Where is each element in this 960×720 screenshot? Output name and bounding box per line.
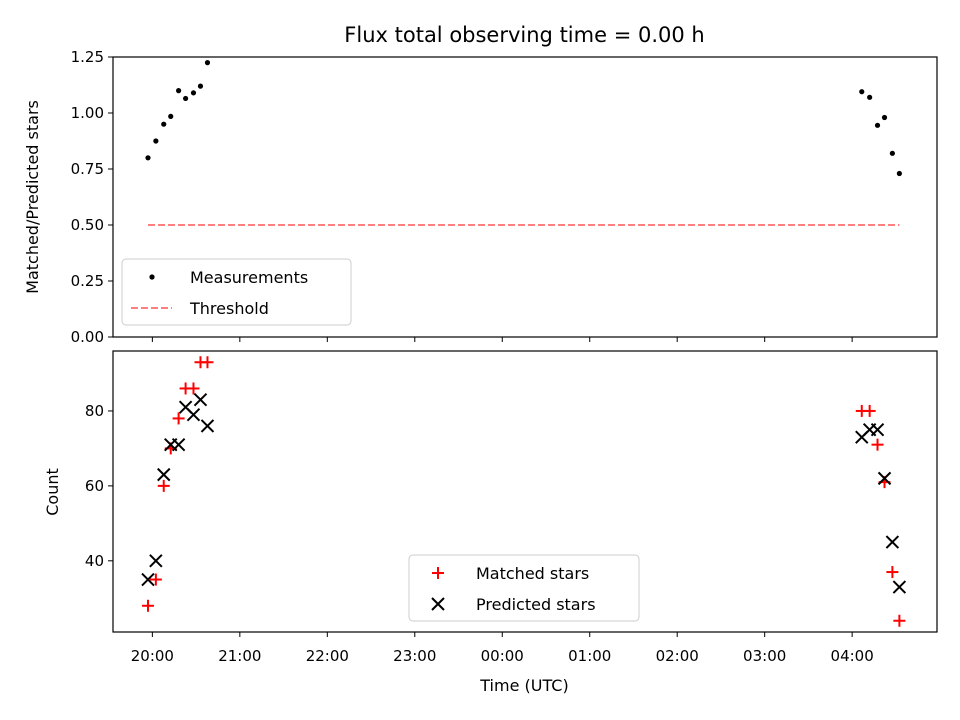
x-tick-label: 02:00 <box>656 647 699 665</box>
x-tick-label: 21:00 <box>218 647 261 665</box>
measurements-point <box>176 88 182 94</box>
chart-title: Flux total observing time = 0.00 h <box>344 23 704 47</box>
measurements-point <box>896 170 902 177</box>
predicted-stars-point <box>870 422 885 437</box>
predicted-stars-point <box>877 471 892 486</box>
legend-threshold-label: Threshold <box>189 299 269 318</box>
ratio-y-axis-label: Matched/Predicted stars <box>23 100 42 294</box>
x-tick-label: 22:00 <box>306 647 349 665</box>
y-tick-label: 1.00 <box>71 104 104 122</box>
measurements-point <box>183 95 189 102</box>
measurements-point <box>145 155 151 161</box>
x-tick-label: 03:00 <box>743 647 786 665</box>
predicted-stars-point <box>157 467 171 482</box>
y-tick-label: 0.00 <box>71 328 104 346</box>
matched-stars-point <box>157 479 170 492</box>
ratio-plot-frame <box>112 56 938 338</box>
x-tick-label: 23:00 <box>393 647 436 665</box>
matched-stars-point <box>863 404 876 417</box>
legend-matched-marker <box>432 567 444 579</box>
measurements-point <box>190 90 197 96</box>
matched-stars-point <box>187 382 200 395</box>
predicted-stars-point <box>149 554 163 568</box>
y-tick-label: 80 <box>85 402 104 420</box>
y-tick-label: 0.50 <box>71 216 104 234</box>
measurements-point <box>197 83 204 89</box>
matched-stars-point <box>201 356 214 369</box>
x-tick-label: 20:00 <box>131 647 174 665</box>
measurements-point <box>881 114 888 121</box>
measurements-point <box>161 121 167 127</box>
matched-stars-point <box>886 566 899 579</box>
x-tick-label: 04:00 <box>831 647 874 665</box>
legend-predicted-marker <box>431 597 445 611</box>
matched-stars-point <box>893 614 906 627</box>
y-tick-label: 1.25 <box>71 48 104 66</box>
count-legend: Matched stars Predicted stars <box>408 554 640 622</box>
predicted-stars-point <box>885 535 900 549</box>
ratio-legend: Measurements Threshold <box>121 258 352 326</box>
count-panel: 40 60 80 20:00 21:00 22:00 23:00 00:00 01:00 02:… <box>43 350 938 695</box>
predicted-stars-point <box>193 392 208 407</box>
measurements-point <box>889 150 895 156</box>
predicted-stars-point <box>200 419 215 433</box>
legend-measurements-label: Measurements <box>190 268 308 287</box>
matched-stars-point <box>172 412 185 425</box>
predicted-stars-point <box>141 572 155 587</box>
measurements-point <box>859 89 865 95</box>
count-plot-frame <box>112 350 938 633</box>
ratio-panel: 0.00 0.25 0.50 0.75 1.00 1.25 Matched/Predict… <box>23 48 938 346</box>
count-y-axis-label: Count <box>43 468 62 516</box>
y-tick-label: 0.25 <box>71 272 104 290</box>
matched-stars-point <box>149 573 162 586</box>
y-tick-label: 60 <box>85 477 104 495</box>
y-tick-label: 0.75 <box>71 160 104 178</box>
predicted-stars-point <box>892 580 907 594</box>
measurements-point <box>168 113 174 119</box>
measurements-point <box>204 60 211 66</box>
legend-matched-label: Matched stars <box>476 564 589 583</box>
matched-stars-point <box>141 599 154 612</box>
legend-measurements-marker <box>149 274 155 280</box>
x-axis-label: Time (UTC) <box>479 676 568 695</box>
legend-predicted-label: Predicted stars <box>476 595 596 614</box>
y-tick-label: 40 <box>85 552 104 570</box>
measurements-point <box>153 138 159 144</box>
measurements-point <box>867 94 873 100</box>
predicted-stars-point <box>186 407 201 422</box>
x-tick-label: 01:00 <box>568 647 611 665</box>
x-tick-label: 00:00 <box>481 647 524 665</box>
measurements-point <box>874 122 881 128</box>
matched-stars-point <box>871 438 884 451</box>
predicted-stars-point <box>171 437 186 452</box>
